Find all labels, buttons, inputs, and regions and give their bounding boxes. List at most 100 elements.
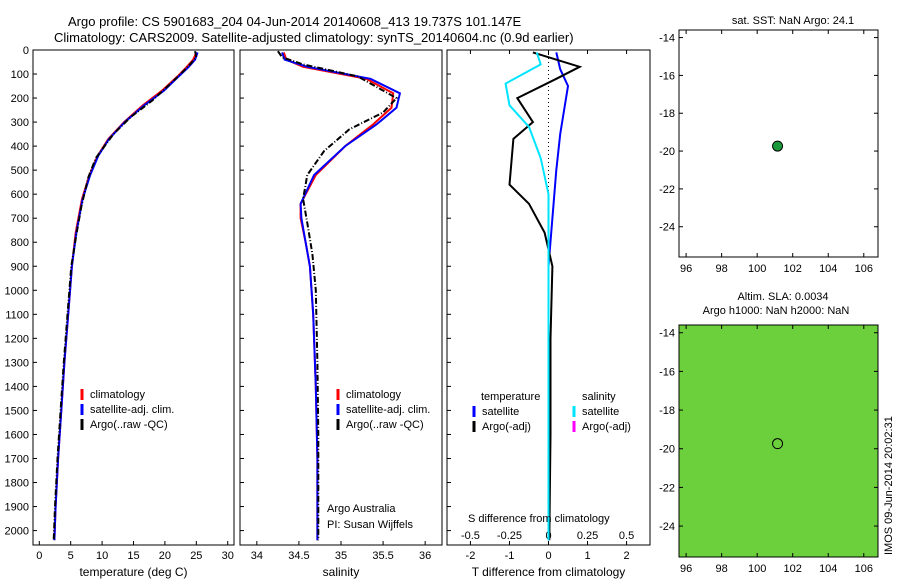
y-tick-label: 1800 xyxy=(5,478,29,490)
x-tick-label: 15 xyxy=(127,550,139,562)
legend-label: Argo(-adj) xyxy=(582,421,631,433)
x-tick-label: 10 xyxy=(96,550,108,562)
legend-label: Argo(..raw -QC) xyxy=(90,419,168,431)
x-tick-label: 0 xyxy=(36,550,42,562)
map-x-tick-label: 96 xyxy=(680,263,692,275)
y-tick-label: 1400 xyxy=(5,381,29,393)
series-line xyxy=(281,52,402,541)
legend-label: satellite-adj. clim. xyxy=(346,404,430,416)
map-x-tick-label: 96 xyxy=(680,563,692,575)
y-tick-label: 300 xyxy=(11,117,29,129)
map-x-tick-label: 102 xyxy=(784,263,802,275)
map-x-tick-label: 106 xyxy=(855,263,873,275)
y-tick-label: 1000 xyxy=(5,285,29,297)
map-y-tick-label: -16 xyxy=(659,366,675,378)
sla-title-2: Argo h1000: NaN h2000: NaN xyxy=(702,305,850,317)
y-tick-label: 500 xyxy=(11,165,29,177)
x-axis-label: temperature (deg C) xyxy=(79,565,187,579)
legend-label: satellite xyxy=(582,406,619,418)
map-x-tick-label: 98 xyxy=(716,563,728,575)
y-tick-label: 1300 xyxy=(5,357,29,369)
y-tick-label: 1500 xyxy=(5,405,29,417)
x-tick-label: 2 xyxy=(624,550,630,562)
series-line xyxy=(52,51,198,541)
x-tick-label: 0 xyxy=(545,550,551,562)
map-y-tick-label: -20 xyxy=(659,146,675,158)
top-tick-label: -0.5 xyxy=(461,530,480,542)
map-y-tick-label: -18 xyxy=(659,108,675,120)
sla-base xyxy=(679,325,878,557)
credit-line-1: Argo Australia xyxy=(327,503,396,515)
y-tick-label: 2000 xyxy=(5,526,29,538)
series-line xyxy=(53,52,198,541)
profile-location-marker xyxy=(772,140,784,152)
series-line xyxy=(504,52,550,541)
x-axis-label: T difference from climatology xyxy=(472,565,626,579)
top-tick-label: 0.25 xyxy=(577,530,598,542)
panel-frame xyxy=(678,324,879,558)
credit-line-2: PI: Susan Wijffels xyxy=(327,519,413,531)
y-tick-label: 900 xyxy=(11,261,29,273)
map-y-tick-label: -18 xyxy=(659,405,675,417)
y-tick-label: 1700 xyxy=(5,453,29,465)
map-y-tick-label: -24 xyxy=(659,222,675,234)
y-tick-label: 400 xyxy=(11,141,29,153)
legend-label: satellite-adj. clim. xyxy=(90,404,174,416)
series-line xyxy=(277,50,399,541)
map-y-tick-label: -20 xyxy=(659,444,675,456)
x-tick-label: 36 xyxy=(419,550,431,562)
x-axis-label: salinity xyxy=(323,565,360,579)
legend-label: satellite xyxy=(482,406,519,418)
diff-legend-heading: salinity xyxy=(582,391,616,403)
legend-label: Argo(-adj) xyxy=(482,421,531,433)
y-tick-label: 1200 xyxy=(5,333,29,345)
x-tick-label: 20 xyxy=(159,550,171,562)
x-tick-label: -1 xyxy=(505,550,515,562)
y-tick-label: 1900 xyxy=(5,502,29,514)
map-x-tick-label: 100 xyxy=(748,263,766,275)
y-tick-label: 600 xyxy=(11,189,29,201)
map-x-tick-label: 98 xyxy=(716,263,728,275)
map-y-tick-label: -14 xyxy=(659,328,675,340)
map-y-tick-label: -24 xyxy=(659,521,675,533)
sla-location-marker xyxy=(772,438,784,450)
map-x-tick-label: 102 xyxy=(784,563,802,575)
sst-title: sat. SST: NaN Argo: 24.1 xyxy=(731,15,855,27)
top-tick-label: 0.5 xyxy=(619,530,634,542)
map-y-tick-label: -22 xyxy=(659,482,675,494)
y-tick-label: 0 xyxy=(23,45,29,57)
y-tick-label: 200 xyxy=(11,93,29,105)
legend-label: climatology xyxy=(346,389,402,401)
x-tick-label: 5 xyxy=(68,550,74,562)
diff-top-label: S difference from climatology xyxy=(468,513,610,525)
y-tick-label: 800 xyxy=(11,237,29,249)
y-tick-label: 1600 xyxy=(5,429,29,441)
panel-frame xyxy=(32,49,235,546)
sla-title-1: Altim. SLA: 0.0034 xyxy=(737,291,829,303)
x-tick-label: 34.5 xyxy=(288,550,309,562)
x-tick-label: 35 xyxy=(335,550,347,562)
watermark: IMOS 09-Jun-2014 20:02:31 xyxy=(883,416,895,555)
panel-frame xyxy=(678,29,879,258)
series-line xyxy=(282,52,395,541)
x-tick-label: -2 xyxy=(466,550,476,562)
map-y-tick-label: -16 xyxy=(659,70,675,82)
legend-label: Argo(..raw -QC) xyxy=(346,419,424,431)
series-line xyxy=(53,52,199,541)
map-x-tick-label: 104 xyxy=(819,263,837,275)
panel-frame xyxy=(239,49,443,546)
y-tick-label: 1100 xyxy=(5,309,29,321)
header-line-1: Argo profile: CS 5901683_204 04-Jun-2014… xyxy=(68,14,522,29)
map-x-tick-label: 104 xyxy=(819,563,837,575)
x-tick-label: 30 xyxy=(222,550,234,562)
legend-label: climatology xyxy=(90,389,146,401)
map-y-tick-label: -22 xyxy=(659,184,675,196)
x-tick-label: 25 xyxy=(190,550,202,562)
map-y-tick-label: -14 xyxy=(659,33,675,45)
map-x-tick-label: 100 xyxy=(748,563,766,575)
x-tick-label: 1 xyxy=(584,550,590,562)
map-x-tick-label: 106 xyxy=(855,563,873,575)
x-tick-label: 34 xyxy=(251,550,263,562)
top-tick-label: -0.25 xyxy=(497,530,522,542)
